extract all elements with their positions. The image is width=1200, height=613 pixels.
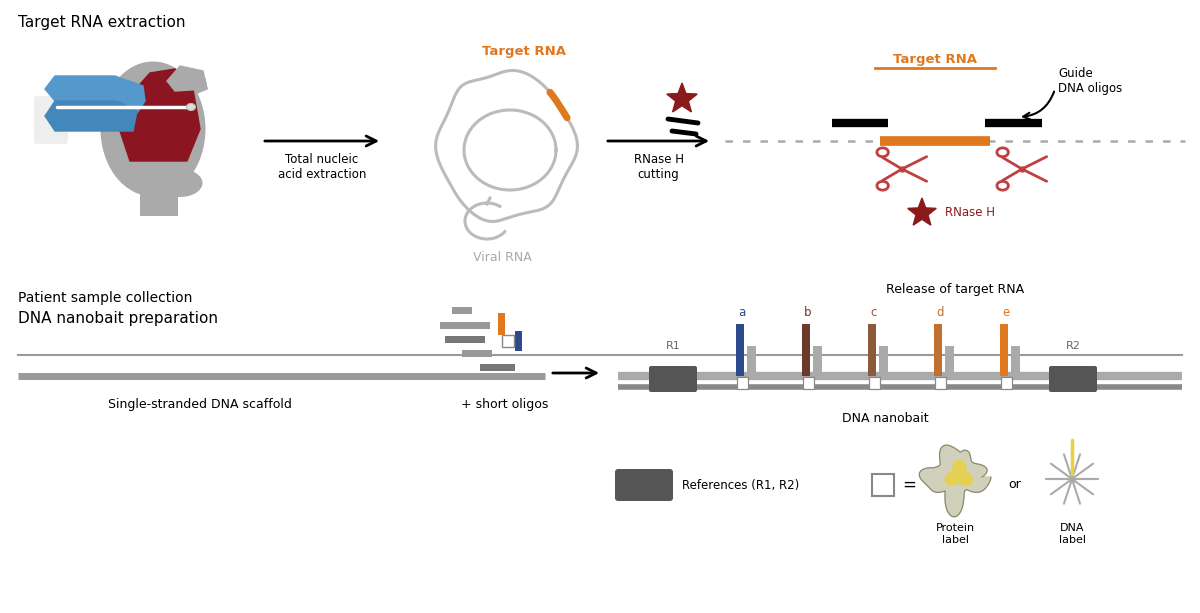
Polygon shape (946, 460, 972, 485)
Text: e: e (1002, 306, 1009, 319)
Text: Target RNA: Target RNA (893, 53, 977, 66)
Bar (748, 346, 756, 376)
Polygon shape (667, 83, 697, 112)
Bar (736, 324, 744, 376)
Bar (934, 324, 942, 376)
Bar (803, 377, 815, 389)
FancyBboxPatch shape (616, 469, 673, 501)
Text: Protein
label: Protein label (936, 523, 974, 544)
Polygon shape (46, 76, 145, 113)
Bar (452, 307, 472, 314)
Text: RNase H
cutting: RNase H cutting (634, 153, 684, 181)
Text: RNase H: RNase H (946, 207, 995, 219)
Bar (868, 324, 876, 376)
Text: Patient sample collection: Patient sample collection (18, 291, 192, 305)
Bar (814, 346, 822, 376)
Text: Target RNA extraction: Target RNA extraction (18, 15, 186, 30)
Bar (502, 335, 514, 347)
Bar (946, 346, 954, 376)
Bar (880, 346, 888, 376)
Text: =: = (902, 476, 916, 494)
Polygon shape (907, 198, 936, 225)
Bar (872, 474, 894, 496)
Polygon shape (185, 76, 206, 96)
Polygon shape (46, 101, 137, 131)
Text: References (R1, R2): References (R1, R2) (682, 479, 799, 492)
Bar (869, 377, 881, 389)
Bar (445, 336, 485, 343)
Bar (515, 331, 522, 351)
Polygon shape (167, 66, 206, 91)
Bar (802, 324, 810, 376)
Text: c: c (871, 306, 877, 319)
FancyBboxPatch shape (34, 96, 68, 144)
Bar (462, 350, 492, 357)
Polygon shape (919, 445, 991, 517)
Text: DNA
label: DNA label (1058, 523, 1086, 544)
Bar (1001, 377, 1013, 389)
Bar (1012, 346, 1020, 376)
Text: Single-stranded DNA scaffold: Single-stranded DNA scaffold (108, 398, 292, 411)
Bar (140, 178, 178, 216)
Bar (498, 313, 505, 335)
Bar (440, 322, 490, 329)
FancyBboxPatch shape (649, 366, 697, 392)
Text: a: a (738, 306, 745, 319)
Text: DNA nanobait preparation: DNA nanobait preparation (18, 311, 218, 326)
Ellipse shape (157, 169, 203, 197)
Bar (935, 377, 947, 389)
Ellipse shape (101, 61, 205, 197)
Text: R1: R1 (666, 341, 680, 351)
Text: + short oligos: + short oligos (461, 398, 548, 411)
Ellipse shape (186, 104, 196, 110)
FancyBboxPatch shape (1049, 366, 1097, 392)
Bar (737, 377, 749, 389)
Text: Guide
DNA oligos: Guide DNA oligos (1058, 67, 1122, 95)
Text: R2: R2 (1066, 341, 1080, 351)
Bar (480, 364, 515, 371)
Text: Viral RNA: Viral RNA (473, 251, 532, 264)
Text: Target RNA: Target RNA (482, 45, 566, 58)
Text: b: b (804, 306, 811, 319)
Text: DNA nanobait: DNA nanobait (841, 412, 929, 425)
Text: d: d (936, 306, 943, 319)
Text: or: or (1008, 479, 1021, 492)
Polygon shape (120, 69, 200, 161)
Text: Release of target RNA: Release of target RNA (886, 283, 1024, 296)
Bar (1000, 324, 1008, 376)
Text: Total nucleic
acid extraction: Total nucleic acid extraction (278, 153, 366, 181)
